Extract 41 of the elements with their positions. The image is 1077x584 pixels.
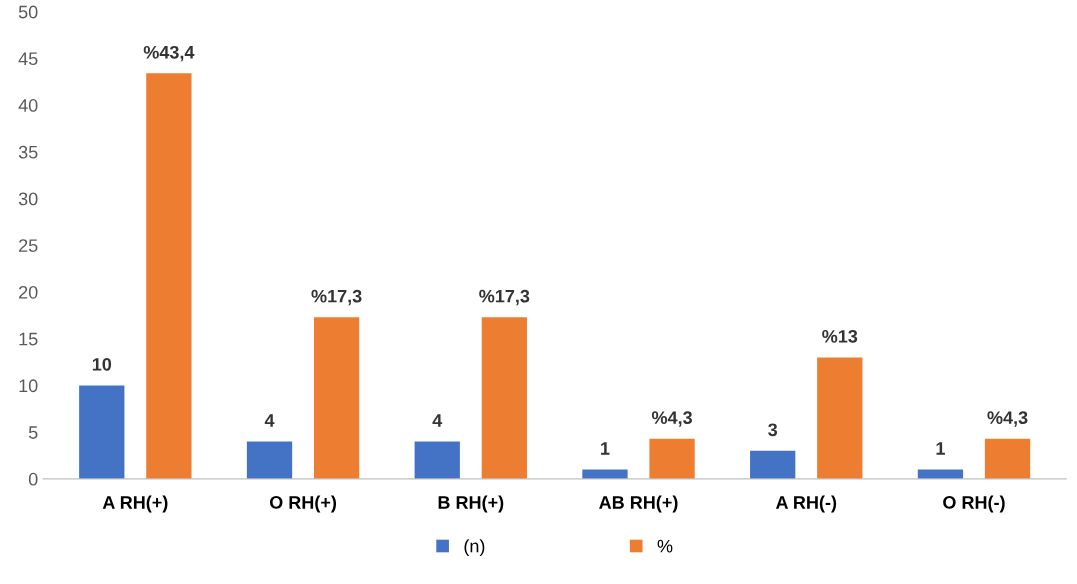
bar: [146, 73, 192, 479]
y-tick-label: 35: [18, 145, 38, 159]
legend-label: %: [657, 539, 673, 553]
data-label: 1: [601, 442, 610, 455]
data-label: 1: [936, 442, 945, 455]
y-tick-label: 30: [18, 192, 38, 206]
x-tick-label: AB RH(+): [599, 495, 678, 513]
data-label: %43,4: [143, 45, 195, 62]
data-label: %4,3: [651, 411, 692, 427]
bar: [481, 317, 527, 479]
bar: [750, 450, 796, 479]
y-tick-label: 20: [19, 285, 38, 299]
x-tick-label: O RH(+): [269, 495, 337, 513]
y-tick-label: 45: [18, 52, 38, 66]
data-label: 10: [92, 357, 112, 371]
x-tick-label: B RH(+): [438, 495, 504, 513]
y-tick-label: 15: [19, 332, 38, 346]
y-tick-label: 10: [19, 379, 38, 393]
bar: [313, 317, 360, 479]
data-label: 4: [264, 414, 275, 427]
x-tick-label: A RH(-): [775, 495, 837, 513]
bar: [817, 357, 863, 479]
x-tick-label: O RH(-): [943, 495, 1005, 513]
x-tick-label: A RH(+): [102, 495, 168, 513]
data-label: 4: [432, 414, 443, 427]
data-label: 3: [768, 423, 778, 437]
data-label: %4,3: [987, 411, 1028, 427]
y-tick-label: 40: [18, 99, 38, 112]
legend-label: (n): [464, 539, 485, 557]
y-tick-label: 25: [19, 239, 38, 252]
bar: [649, 438, 695, 479]
data-label: %17,3: [479, 289, 530, 306]
y-tick-label: 0: [28, 472, 38, 486]
y-tick-label: 50: [18, 5, 38, 19]
bar: [79, 385, 125, 479]
data-label: %13: [822, 329, 858, 343]
y-tick-label: 5: [28, 426, 38, 439]
bar: [246, 441, 293, 479]
bar: [984, 438, 1031, 479]
bar: [414, 441, 460, 479]
data-label: %17,3: [311, 289, 362, 306]
